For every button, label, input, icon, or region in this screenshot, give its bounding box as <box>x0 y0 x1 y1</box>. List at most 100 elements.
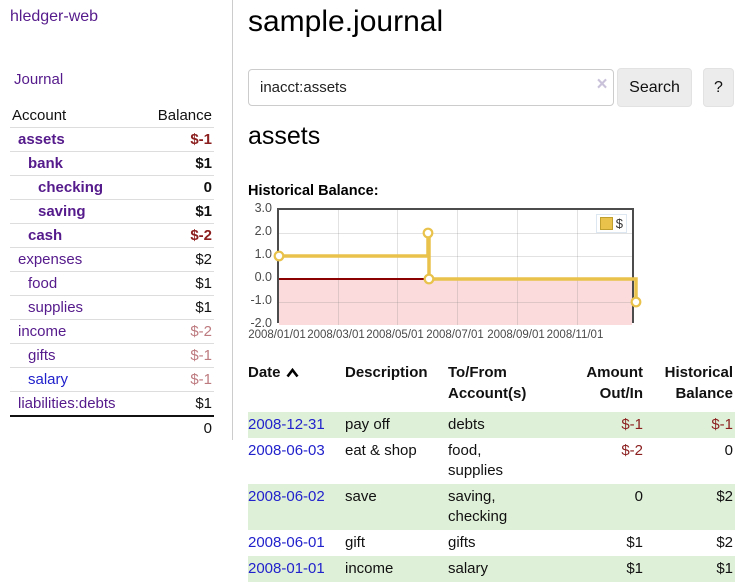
account-balance: $1 <box>195 203 212 220</box>
transaction-amount: $-1 <box>621 416 643 433</box>
account-link-expenses[interactable]: expenses <box>18 251 83 268</box>
transaction-date-link[interactable]: 2008-06-02 <box>248 488 325 505</box>
register-table: Date Description To/From Account(s) Amou… <box>248 360 735 582</box>
transaction-amount: $-2 <box>621 442 643 459</box>
transaction-description: gift <box>345 534 366 551</box>
sidebar-divider <box>232 0 233 440</box>
account-balance: 0 <box>203 179 212 196</box>
transaction-balance: $2 <box>716 488 733 505</box>
account-link-bank[interactable]: bank <box>28 155 64 172</box>
help-button[interactable]: ? <box>703 68 734 107</box>
transaction-description: eat & shop <box>345 442 417 459</box>
account-row: gifts $-1 <box>10 343 214 368</box>
y-axis-tick: 0.0 <box>254 270 272 284</box>
transaction-date-link[interactable]: 2008-06-03 <box>248 442 325 459</box>
account-link-assets[interactable]: assets <box>18 131 65 148</box>
account-balance: $1 <box>195 299 212 316</box>
account-balance: $2 <box>195 251 212 268</box>
page-title: sample.journal <box>248 5 444 38</box>
transaction-balance: $2 <box>716 534 733 551</box>
transaction-description: pay off <box>345 416 390 433</box>
transaction-description: income <box>345 560 394 577</box>
transaction-balance: 0 <box>724 442 733 459</box>
transaction-balance: $-1 <box>711 416 733 433</box>
account-link-cash[interactable]: cash <box>28 227 63 244</box>
account-row: expenses $2 <box>10 247 214 272</box>
accounts-sidebar-table: Account Balance assets $-1 bank $1 checkin… <box>10 104 214 440</box>
account-link-food[interactable]: food <box>28 275 58 292</box>
account-link-saving[interactable]: saving <box>38 203 86 220</box>
clear-search-icon[interactable]: × <box>596 74 608 95</box>
account-row: bank $1 <box>10 151 214 176</box>
account-link-checking[interactable]: checking <box>38 179 104 196</box>
account-balance: $1 <box>195 155 212 172</box>
accounts-header-balance: Balance <box>157 107 212 124</box>
y-axis-tick: 1.0 <box>254 247 272 261</box>
y-axis-tick: 2.0 <box>254 224 272 238</box>
account-row: checking 0 <box>10 175 214 200</box>
accounts-header-account: Account <box>12 107 67 124</box>
transaction-accounts: salary <box>448 560 489 577</box>
y-axis-tick: -2.0 <box>250 316 272 330</box>
register-header-amount: Amount Out/In <box>586 364 643 402</box>
register-header-date[interactable]: Date <box>248 360 345 412</box>
sidebar-item-journal[interactable]: Journal <box>14 71 64 88</box>
register-header-tofrom: To/From Account(s) <box>448 364 527 402</box>
account-link-supplies[interactable]: supplies <box>28 299 84 316</box>
x-axis-tick: 2008/01/01 <box>248 329 306 341</box>
account-balance: $1 <box>195 395 212 412</box>
transaction-date-link[interactable]: 2008-12-31 <box>248 416 325 433</box>
account-heading: assets <box>248 122 321 150</box>
app-title-link[interactable]: hledger-web <box>10 8 99 25</box>
account-row: supplies $1 <box>10 295 214 320</box>
transaction-accounts: gifts <box>448 534 476 551</box>
accounts-total-row: 0 <box>10 416 214 440</box>
transaction-row: 2008-01-01 income salary $1 $1 <box>248 556 735 582</box>
transaction-row: 2008-06-03 eat & shop food, supplies $-2… <box>248 438 735 484</box>
register-header-description: Description <box>345 364 428 381</box>
account-link-gifts[interactable]: gifts <box>28 347 56 364</box>
legend-swatch-icon <box>599 217 613 230</box>
x-axis-tick: 2008/07/01 <box>426 329 484 341</box>
account-link-liabilities-debts[interactable]: liabilities:debts <box>18 395 116 412</box>
account-balance: $-2 <box>190 227 212 244</box>
transaction-row: 2008-12-31 pay off debts $-1 $-1 <box>248 412 735 438</box>
chart-plot-area: $ <box>273 208 642 325</box>
y-axis-tick: -1.0 <box>250 293 272 307</box>
account-link-income[interactable]: income <box>18 323 67 340</box>
x-axis-tick: 2008/05/01 <box>366 329 424 341</box>
account-balance: $-1 <box>190 347 212 364</box>
transaction-amount: $1 <box>626 560 643 577</box>
account-link-salary[interactable]: salary <box>28 371 69 388</box>
sort-ascending-icon <box>285 367 299 377</box>
historical-balance-chart: 3.0 2.0 1.0 0.0 -1.0 -2.0 <box>240 201 740 348</box>
account-row: cash $-2 <box>10 223 214 248</box>
transaction-date-link[interactable]: 2008-06-01 <box>248 534 325 551</box>
search-input[interactable] <box>248 69 614 106</box>
negative-region <box>279 279 632 325</box>
accounts-total-value: 0 <box>203 420 212 437</box>
search-button[interactable]: Search <box>617 68 692 107</box>
transaction-balance: $1 <box>716 560 733 577</box>
account-row: assets $-1 <box>10 127 214 152</box>
transaction-amount: 0 <box>634 488 643 505</box>
account-row: liabilities:debts $1 <box>10 391 214 417</box>
account-row: salary $-1 <box>10 367 214 392</box>
transaction-accounts: food, supplies <box>448 442 504 479</box>
x-axis-tick: 2008/03/01 <box>307 329 365 341</box>
x-axis-tick: 2008/11/01 <box>546 329 604 341</box>
account-row: food $1 <box>10 271 214 296</box>
account-balance: $-1 <box>190 131 212 148</box>
legend-label: $ <box>615 216 623 231</box>
account-row: saving $1 <box>10 199 214 224</box>
balance-line-series <box>273 227 642 308</box>
account-balance: $-1 <box>190 371 212 388</box>
transaction-amount: $1 <box>626 534 643 551</box>
transaction-date-link[interactable]: 2008-01-01 <box>248 560 325 577</box>
y-axis-tick: 3.0 <box>254 201 272 215</box>
account-row: income $-2 <box>10 319 214 344</box>
chart-title: Historical Balance: <box>248 183 379 199</box>
register-header-balance: Historical Balance <box>664 364 733 402</box>
transaction-description: save <box>345 488 377 505</box>
